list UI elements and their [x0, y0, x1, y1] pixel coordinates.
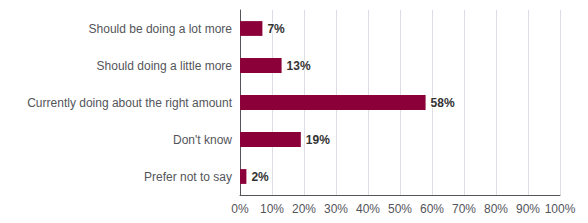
svg-text:Should be doing a lot more: Should be doing a lot more: [89, 22, 233, 36]
svg-text:Don't know: Don't know: [173, 133, 232, 147]
svg-text:50%: 50%: [388, 202, 412, 216]
svg-text:58%: 58%: [431, 96, 455, 110]
svg-text:100%: 100%: [545, 202, 576, 216]
svg-text:20%: 20%: [292, 202, 316, 216]
svg-text:19%: 19%: [306, 133, 330, 147]
svg-text:Should doing a little more: Should doing a little more: [97, 59, 233, 73]
svg-text:2%: 2%: [251, 170, 269, 184]
svg-text:10%: 10%: [260, 202, 284, 216]
svg-text:90%: 90%: [516, 202, 540, 216]
svg-text:30%: 30%: [324, 202, 348, 216]
svg-text:13%: 13%: [287, 59, 311, 73]
svg-text:0%: 0%: [231, 202, 249, 216]
svg-text:40%: 40%: [356, 202, 380, 216]
svg-text:80%: 80%: [484, 202, 508, 216]
svg-text:Prefer not to say: Prefer not to say: [144, 170, 232, 184]
svg-text:60%: 60%: [420, 202, 444, 216]
svg-text:70%: 70%: [452, 202, 476, 216]
svg-text:Currently doing about the righ: Currently doing about the right amount: [27, 96, 232, 110]
svg-text:7%: 7%: [267, 22, 285, 36]
